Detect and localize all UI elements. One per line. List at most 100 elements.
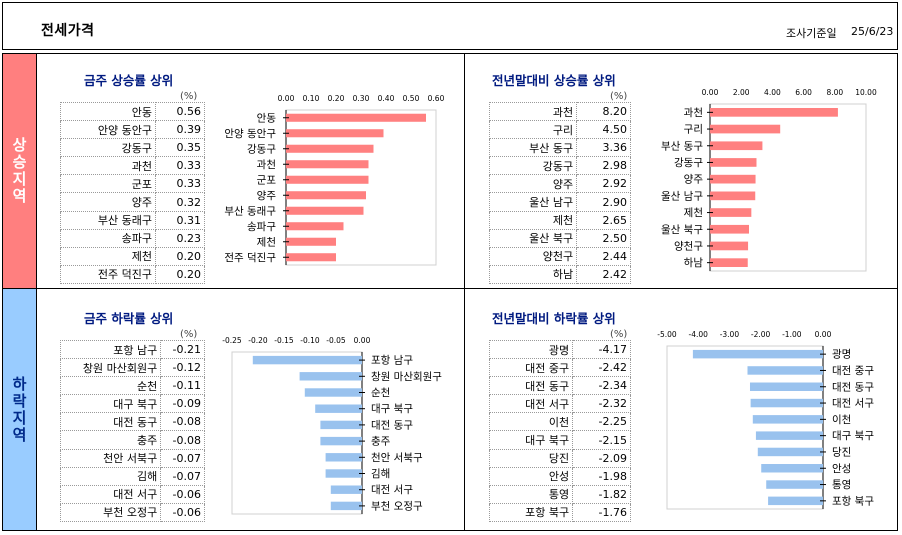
change-rate-value: 0.33 — [155, 174, 205, 194]
table-row: 안양 동안구 0.39 — [59, 120, 205, 140]
x-tick-label: 6.00 — [795, 88, 812, 97]
bar — [710, 108, 838, 117]
table-row: 대전 서구 -2.32 — [488, 394, 631, 414]
category-label: 포항 남구 — [371, 355, 413, 367]
category-label: 제천 — [257, 236, 276, 248]
weekly-fall-table: 포항 남구 -0.21 창원 마산회원구 -0.12 순천 -0.11 대구 북구 -0.09… — [59, 339, 205, 522]
x-tick-label: 4.00 — [764, 88, 781, 97]
category-label: 대전 서구 — [371, 484, 413, 496]
table-row: 창원 마산회원구 -0.12 — [59, 358, 205, 378]
bar — [286, 237, 336, 246]
change-rate-value: -1.82 — [572, 484, 631, 504]
change-rate-value: -0.08 — [160, 412, 205, 432]
x-tick-label: -0.05 — [326, 336, 346, 345]
change-rate-value: 3.36 — [576, 138, 631, 158]
x-tick-label: 0.60 — [428, 94, 445, 103]
change-rate-value: -0.09 — [160, 394, 205, 414]
table-row: 군포 0.33 — [59, 174, 205, 194]
table-row: 울산 북구 2.50 — [488, 228, 631, 248]
category-label: 대구 북구 — [371, 403, 413, 415]
table-row: 대전 동구 -0.08 — [59, 412, 205, 432]
bar — [710, 158, 757, 167]
region-name: 대전 중구 — [488, 358, 574, 378]
table-row: 당진 -2.09 — [488, 448, 631, 468]
x-tick-label: 0.10 — [303, 94, 320, 103]
bar — [320, 436, 362, 446]
x-tick-label: 0.30 — [353, 94, 370, 103]
table-row: 강동구 0.35 — [59, 138, 205, 158]
category-label: 대구 북구 — [832, 430, 874, 442]
category-label: 송파구 — [247, 221, 276, 233]
category-label: 하남 — [684, 256, 704, 269]
category-label: 과천 — [684, 107, 703, 119]
table-row: 울산 남구 2.90 — [488, 192, 631, 212]
category-label: 군포 — [257, 174, 277, 186]
change-rate-value: 8.20 — [576, 101, 631, 122]
x-tick-label: -0.10 — [300, 336, 320, 345]
table-row: 대구 북구 -2.15 — [488, 430, 631, 450]
region-name: 부천 오정구 — [59, 502, 162, 522]
table-row: 양주 0.32 — [59, 192, 205, 212]
table-row: 양주 2.92 — [488, 174, 631, 194]
category-label: 강동구 — [247, 143, 276, 155]
x-tick-label: 0.00 — [815, 330, 832, 339]
category-label: 당진 — [832, 446, 851, 458]
change-rate-value: 2.50 — [576, 228, 631, 248]
bar — [761, 464, 823, 473]
table-row: 하남 2.42 — [488, 264, 631, 284]
region-name: 포항 북구 — [488, 502, 574, 522]
table-row: 이천 -2.25 — [488, 412, 631, 432]
category-label: 포항 북구 — [832, 495, 874, 507]
x-tick-label: 0.00 — [702, 88, 719, 97]
category-label: 대전 동구 — [371, 419, 413, 431]
region-name: 부산 동구 — [488, 138, 578, 158]
category-label: 과천 — [257, 159, 276, 171]
x-tick-label: 0.00 — [278, 94, 295, 103]
category-label: 울산 남구 — [661, 190, 703, 202]
bar — [304, 388, 362, 397]
bar — [286, 253, 336, 262]
category-label: 안성 — [832, 463, 851, 475]
bar — [750, 398, 823, 408]
x-tick-label: -1.00 — [782, 330, 802, 339]
bar — [710, 241, 749, 251]
table-row: 충주 -0.08 — [59, 430, 205, 450]
category-label: 전주 덕진구 — [224, 252, 276, 264]
region-name: 안동 — [59, 101, 157, 122]
region-name: 송파구 — [59, 228, 157, 248]
region-name: 대전 동구 — [59, 412, 162, 432]
unit-label: (%) — [610, 329, 628, 340]
bar — [710, 258, 748, 267]
change-rate-value: 0.20 — [155, 264, 205, 284]
basis-date-value: 25/6/23 — [851, 25, 894, 38]
table-row: 강동구 2.98 — [488, 156, 631, 176]
region-name: 전주 덕진구 — [59, 264, 157, 284]
table-row: 안동 0.56 — [59, 101, 205, 122]
bar — [752, 415, 823, 424]
x-tick-label: -4.00 — [688, 330, 708, 339]
category-label: 충주 — [371, 436, 391, 448]
region-name: 군포 — [59, 174, 157, 194]
change-rate-value: -0.12 — [160, 358, 205, 378]
category-label: 이천 — [832, 414, 851, 426]
table-row: 부산 동래구 0.31 — [59, 210, 205, 230]
region-name: 충주 — [59, 430, 162, 450]
side-divider — [36, 53, 37, 531]
table-row: 포항 남구 -0.21 — [59, 339, 205, 360]
table-row: 부천 오정구 -0.06 — [59, 502, 205, 522]
table-row: 제천 2.65 — [488, 210, 631, 230]
category-label: 부산 동래구 — [224, 205, 276, 217]
ytd-fall-table: 광명 -4.17 대전 중구 -2.42 대전 동구 -2.34 대전 서구 -2.32 이천 -… — [488, 339, 631, 522]
bar — [252, 355, 362, 365]
x-tick-label: 0.00 — [354, 336, 371, 345]
region-name: 울산 남구 — [488, 192, 578, 212]
weekly-rise-table: 안동 0.56 안양 동안구 0.39 강동구 0.35 과천 0.33 군포 0.33 양주 0.3… — [59, 101, 205, 284]
region-name: 포항 남구 — [59, 339, 162, 360]
x-tick-label: 0.40 — [378, 94, 395, 103]
change-rate-value: -0.06 — [160, 502, 205, 522]
change-rate-value: 2.90 — [576, 192, 631, 212]
category-label: 부천 오정구 — [371, 500, 423, 512]
header-bar: 전세가격 조사기준일 25/6/23 — [2, 2, 898, 50]
region-name: 양주 — [488, 174, 578, 194]
